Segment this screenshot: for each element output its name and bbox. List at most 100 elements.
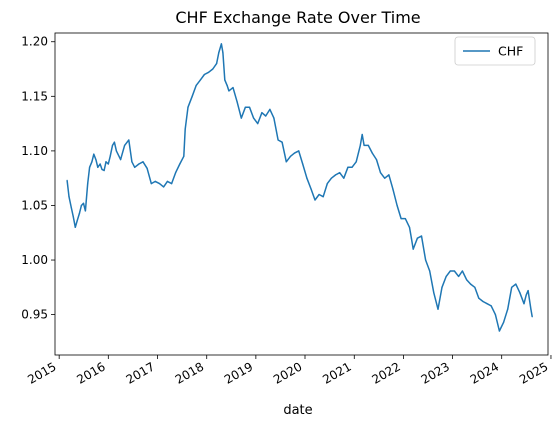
legend-box	[454, 36, 536, 66]
data-point-2020-09-15	[339, 172, 341, 174]
data-point-2018-04-20	[220, 43, 222, 45]
data-point-2019-06-15	[277, 139, 279, 141]
data-point-2019-02-15	[261, 112, 263, 114]
plot-frame	[54, 32, 549, 356]
data-point-2018-10-15	[244, 106, 246, 108]
data-point-2017-02-15	[163, 186, 165, 188]
data-point-2018-05-01	[222, 52, 224, 54]
y-tick-label-1.15: 1.15	[21, 89, 48, 103]
data-point-2022-01-15	[404, 218, 406, 220]
data-point-2017-04-15	[171, 183, 173, 185]
data-point-2020-12-15	[351, 166, 353, 168]
data-point-2022-04-15	[416, 237, 418, 239]
data-point-2017-03-15	[166, 180, 168, 182]
data-point-2015-07-15	[84, 210, 86, 212]
data-point-2015-05-15	[76, 220, 78, 222]
data-point-2016-03-01	[115, 150, 117, 152]
data-point-2016-08-15	[138, 163, 140, 165]
data-point-2018-07-15	[232, 87, 234, 89]
data-point-2020-04-15	[318, 193, 320, 196]
data-point-2023-06-15	[474, 286, 476, 288]
y-tick-label-1.10: 1.10	[21, 144, 48, 158]
data-point-2022-10-15	[441, 286, 443, 288]
data-point-2016-02-01	[111, 144, 114, 146]
data-point-2017-11-15	[199, 79, 201, 81]
y-tick-label-1.05: 1.05	[21, 198, 48, 212]
data-point-2015-10-15	[97, 166, 99, 168]
data-point-2021-11-15	[396, 204, 398, 207]
data-point-2017-07-25	[184, 128, 186, 130]
data-point-2021-07-15	[379, 172, 382, 174]
data-point-2017-01-15	[158, 183, 161, 185]
data-point-2022-11-15	[445, 275, 447, 277]
data-point-2023-01-15	[453, 270, 455, 272]
data-point-2016-09-15	[142, 161, 144, 163]
data-point-2018-06-01	[226, 84, 228, 86]
data-point-2015-10-01	[95, 159, 97, 161]
data-point-2023-02-15	[458, 275, 460, 277]
data-point-2016-11-15	[150, 183, 152, 185]
data-point-2022-03-15	[412, 248, 414, 250]
data-point-2015-12-15	[105, 161, 107, 163]
data-point-2023-09-15	[486, 303, 488, 305]
y-tick-label-0.95: 0.95	[21, 308, 48, 322]
data-point-2016-01-15	[109, 155, 111, 157]
data-point-2015-09-01	[91, 161, 93, 163]
data-point-2024-07-15	[527, 290, 529, 292]
data-point-2021-10-15	[392, 188, 394, 190]
data-point-2020-06-15	[326, 183, 328, 185]
data-point-2018-05-15	[224, 79, 226, 81]
data-point-2017-12-15	[203, 73, 205, 76]
data-point-2016-12-15	[154, 180, 156, 182]
data-point-2016-05-01	[124, 144, 126, 146]
data-point-2023-12-15	[498, 330, 500, 332]
legend-label-chf: CHF	[498, 44, 523, 59]
data-point-2016-06-24	[131, 161, 133, 163]
data-point-2019-10-15	[293, 152, 296, 154]
data-point-2018-02-15	[212, 68, 214, 70]
data-point-2015-03-15	[68, 196, 70, 198]
data-point-2023-10-15	[490, 305, 492, 307]
data-point-2015-12-01	[103, 169, 105, 172]
y-tick-label-1.20: 1.20	[21, 35, 48, 49]
data-point-2016-02-15	[113, 141, 115, 143]
data-point-2020-02-15	[310, 188, 312, 190]
data-point-2023-05-15	[470, 283, 472, 285]
y-tick-label-1.00: 1.00	[21, 253, 48, 267]
data-point-2020-10-15	[343, 177, 345, 179]
data-point-2021-04-15	[367, 144, 369, 146]
data-point-2015-11-15	[101, 168, 103, 170]
data-point-2021-01-15	[355, 161, 357, 163]
data-point-2015-08-01	[87, 183, 89, 185]
legend: CHF	[454, 36, 536, 66]
data-point-2020-01-15	[306, 177, 308, 179]
data-point-2019-01-15	[257, 123, 259, 125]
data-point-2021-08-15	[384, 177, 386, 179]
data-point-2024-03-15	[511, 286, 513, 288]
data-point-2017-10-15	[195, 84, 197, 86]
data-point-2022-12-15	[449, 270, 451, 272]
data-point-2021-06-15	[375, 159, 378, 161]
series-lines	[66, 43, 533, 332]
data-point-2018-06-15	[228, 90, 230, 92]
data-point-2016-10-15	[146, 167, 148, 169]
data-point-2021-09-15	[388, 174, 390, 176]
data-point-2017-09-15	[191, 95, 193, 97]
data-point-2024-04-15	[515, 283, 517, 285]
data-point-2019-07-15	[281, 141, 283, 143]
data-point-2016-06-01	[128, 139, 130, 141]
data-point-2018-01-15	[208, 71, 210, 73]
data-point-2024-07-01	[525, 294, 527, 296]
data-point-2022-08-15	[433, 292, 435, 294]
data-point-2024-05-15	[519, 292, 521, 294]
data-point-2024-01-15	[503, 321, 505, 323]
data-point-2016-01-01	[107, 163, 109, 165]
data-point-2024-06-15	[523, 303, 525, 305]
data-point-2022-05-15	[420, 235, 423, 237]
data-point-2015-06-15	[80, 204, 82, 207]
data-point-2022-02-15	[408, 226, 411, 228]
data-point-2024-08-05	[530, 308, 532, 310]
data-point-2018-12-15	[253, 117, 255, 119]
data-point-2015-03-01	[66, 179, 68, 181]
data-point-2023-03-15	[461, 270, 463, 272]
